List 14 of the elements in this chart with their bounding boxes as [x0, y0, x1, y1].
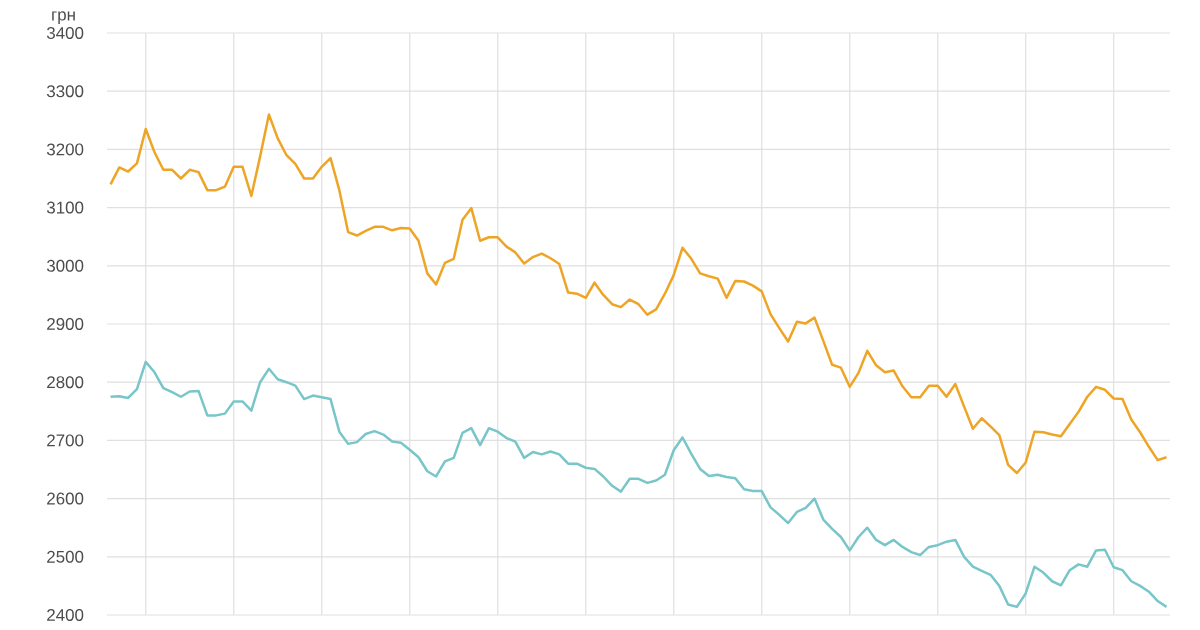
line-series — [109, 113, 1168, 475]
y-tick-label: 2800 — [47, 376, 84, 389]
y-tick-label: 3300 — [46, 85, 84, 98]
y-tick-label: 3400 — [46, 27, 84, 39]
y-tick-label: 3000 — [46, 259, 84, 272]
y-tick-label: 2600 — [47, 492, 84, 505]
y-axis-title: грн — [52, 11, 75, 24]
y-tick-label: 2700 — [47, 434, 84, 447]
y-tick-label: 2500 — [47, 550, 84, 563]
y-tick-label: 3200 — [46, 143, 84, 156]
line-series — [109, 360, 1168, 609]
y-tick-label: 2400 — [47, 609, 84, 621]
y-tick-label: 2900 — [47, 318, 84, 330]
y-tick-label: 3100 — [46, 201, 84, 214]
